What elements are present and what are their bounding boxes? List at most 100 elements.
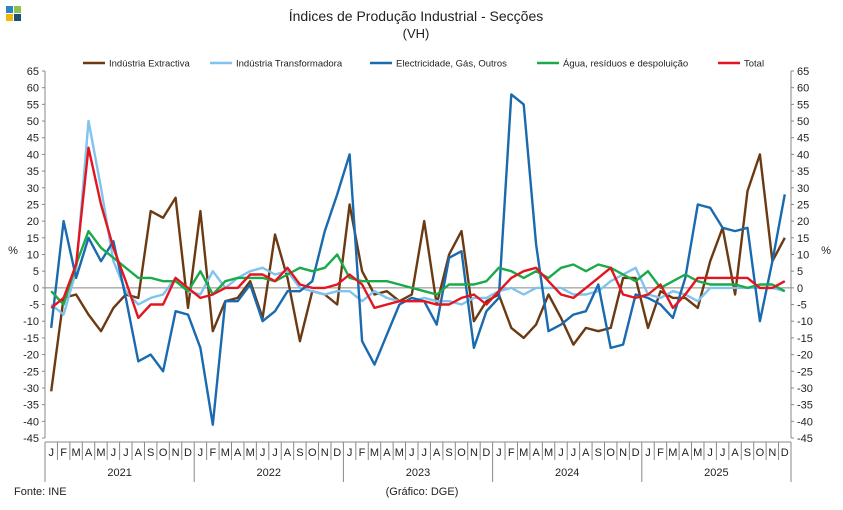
source-note: Fonte: INE <box>14 486 67 498</box>
y-tick-label-right: 45 <box>797 133 809 145</box>
month-label: M <box>246 447 255 459</box>
y-axis-left: 65605550454035302520151050-5-10-15-20-25… <box>23 66 46 445</box>
month-label: O <box>756 447 765 459</box>
y-tick-label-left: 25 <box>27 199 39 211</box>
y-tick-label-right: 65 <box>797 66 809 78</box>
month-label: J <box>558 447 564 459</box>
month-label: S <box>595 447 602 459</box>
logo-square-blue <box>6 6 13 13</box>
month-label: N <box>619 447 627 459</box>
y-tick-label-left: -45 <box>23 433 39 445</box>
y-axis-label-left: % <box>8 245 18 257</box>
month-label: O <box>606 447 615 459</box>
y-tick-label-right: -40 <box>797 416 813 428</box>
y-tick-label-left: 60 <box>27 83 39 95</box>
month-label: A <box>234 447 242 459</box>
y-tick-label-left: -40 <box>23 416 39 428</box>
month-label: J <box>272 447 278 459</box>
month-label: J <box>260 447 266 459</box>
y-tick-label-right: -15 <box>797 333 813 345</box>
month-label: F <box>359 447 366 459</box>
month-label: J <box>111 447 117 459</box>
month-label: J <box>48 447 54 459</box>
year-label: 2022 <box>257 467 281 479</box>
plot-area <box>45 93 791 426</box>
month-label: A <box>383 447 391 459</box>
month-label: A <box>284 447 292 459</box>
legend-label-2: Indústria Transformadora <box>236 59 343 70</box>
y-tick-label-right: 25 <box>797 199 809 211</box>
year-label: 2024 <box>555 467 579 479</box>
month-label: M <box>693 447 702 459</box>
y-tick-label-left: -20 <box>23 350 39 362</box>
month-label: M <box>395 447 404 459</box>
year-label: 2025 <box>704 467 728 479</box>
legend-label-5: Total <box>744 59 764 70</box>
series-line-1 <box>50 153 786 392</box>
month-label: S <box>147 447 154 459</box>
logo-square-yellow <box>6 14 13 21</box>
month-label: D <box>482 447 490 459</box>
month-label: D <box>333 447 341 459</box>
y-tick-label-right: 10 <box>797 250 809 262</box>
y-tick-label-left: 65 <box>27 66 39 78</box>
month-label: A <box>731 447 739 459</box>
month-label: A <box>135 447 143 459</box>
credit-note: (Gráfico: DGE) <box>386 486 459 498</box>
legend: Indústria Extractiva Indústria Transforma… <box>83 59 764 70</box>
y-tick-label-right: 20 <box>797 216 809 228</box>
y-tick-label-left: 5 <box>33 266 39 278</box>
month-label: J <box>347 447 353 459</box>
month-label: J <box>421 447 427 459</box>
y-tick-label-left: 45 <box>27 133 39 145</box>
y-tick-label-left: 40 <box>27 149 39 161</box>
month-label: S <box>296 447 303 459</box>
month-label: J <box>198 447 204 459</box>
y-tick-label-left: -30 <box>23 383 39 395</box>
y-axis-right: 65605550454035302520151050-5-10-15-20-25… <box>790 66 813 445</box>
month-label: F <box>209 447 216 459</box>
legend-label-4: Água, resíduos e despoluição <box>563 59 688 70</box>
year-label: 2021 <box>107 467 131 479</box>
chart-subtitle: (VH) <box>403 26 430 41</box>
month-label: F <box>60 447 67 459</box>
logo-square-navy <box>14 14 21 21</box>
y-tick-label-left: 55 <box>27 99 39 111</box>
legend-label-1: Indústria Extractiva <box>109 59 190 70</box>
month-label: S <box>445 447 452 459</box>
month-label: D <box>781 447 789 459</box>
month-label: J <box>571 447 577 459</box>
month-label: O <box>159 447 168 459</box>
logo-square-green <box>14 6 21 13</box>
y-tick-label-right: 0 <box>797 283 803 295</box>
y-tick-label-left: 30 <box>27 183 39 195</box>
month-label: N <box>768 447 776 459</box>
month-label: O <box>308 447 317 459</box>
month-label: A <box>433 447 441 459</box>
month-label: M <box>544 447 553 459</box>
month-label: J <box>409 447 415 459</box>
month-label: J <box>496 447 502 459</box>
month-label: N <box>172 447 180 459</box>
y-tick-label-right: -45 <box>797 433 813 445</box>
month-label: S <box>744 447 751 459</box>
month-label: N <box>470 447 478 459</box>
month-label: M <box>370 447 379 459</box>
month-label: A <box>682 447 690 459</box>
y-tick-label-right: -20 <box>797 350 813 362</box>
y-tick-label-right: -25 <box>797 366 813 378</box>
y-tick-label-right: 60 <box>797 83 809 95</box>
y-tick-label-left: 10 <box>27 250 39 262</box>
month-label: A <box>85 447 93 459</box>
y-tick-label-left: -35 <box>23 400 39 412</box>
series-line-4 <box>50 229 786 306</box>
series-line-5 <box>50 146 786 320</box>
month-label: A <box>582 447 590 459</box>
month-label: N <box>321 447 329 459</box>
month-label: M <box>221 447 230 459</box>
year-label: 2023 <box>406 467 430 479</box>
y-tick-label-right: 55 <box>797 99 809 111</box>
y-tick-label-left: -15 <box>23 333 39 345</box>
y-tick-label-right: -5 <box>797 300 807 312</box>
